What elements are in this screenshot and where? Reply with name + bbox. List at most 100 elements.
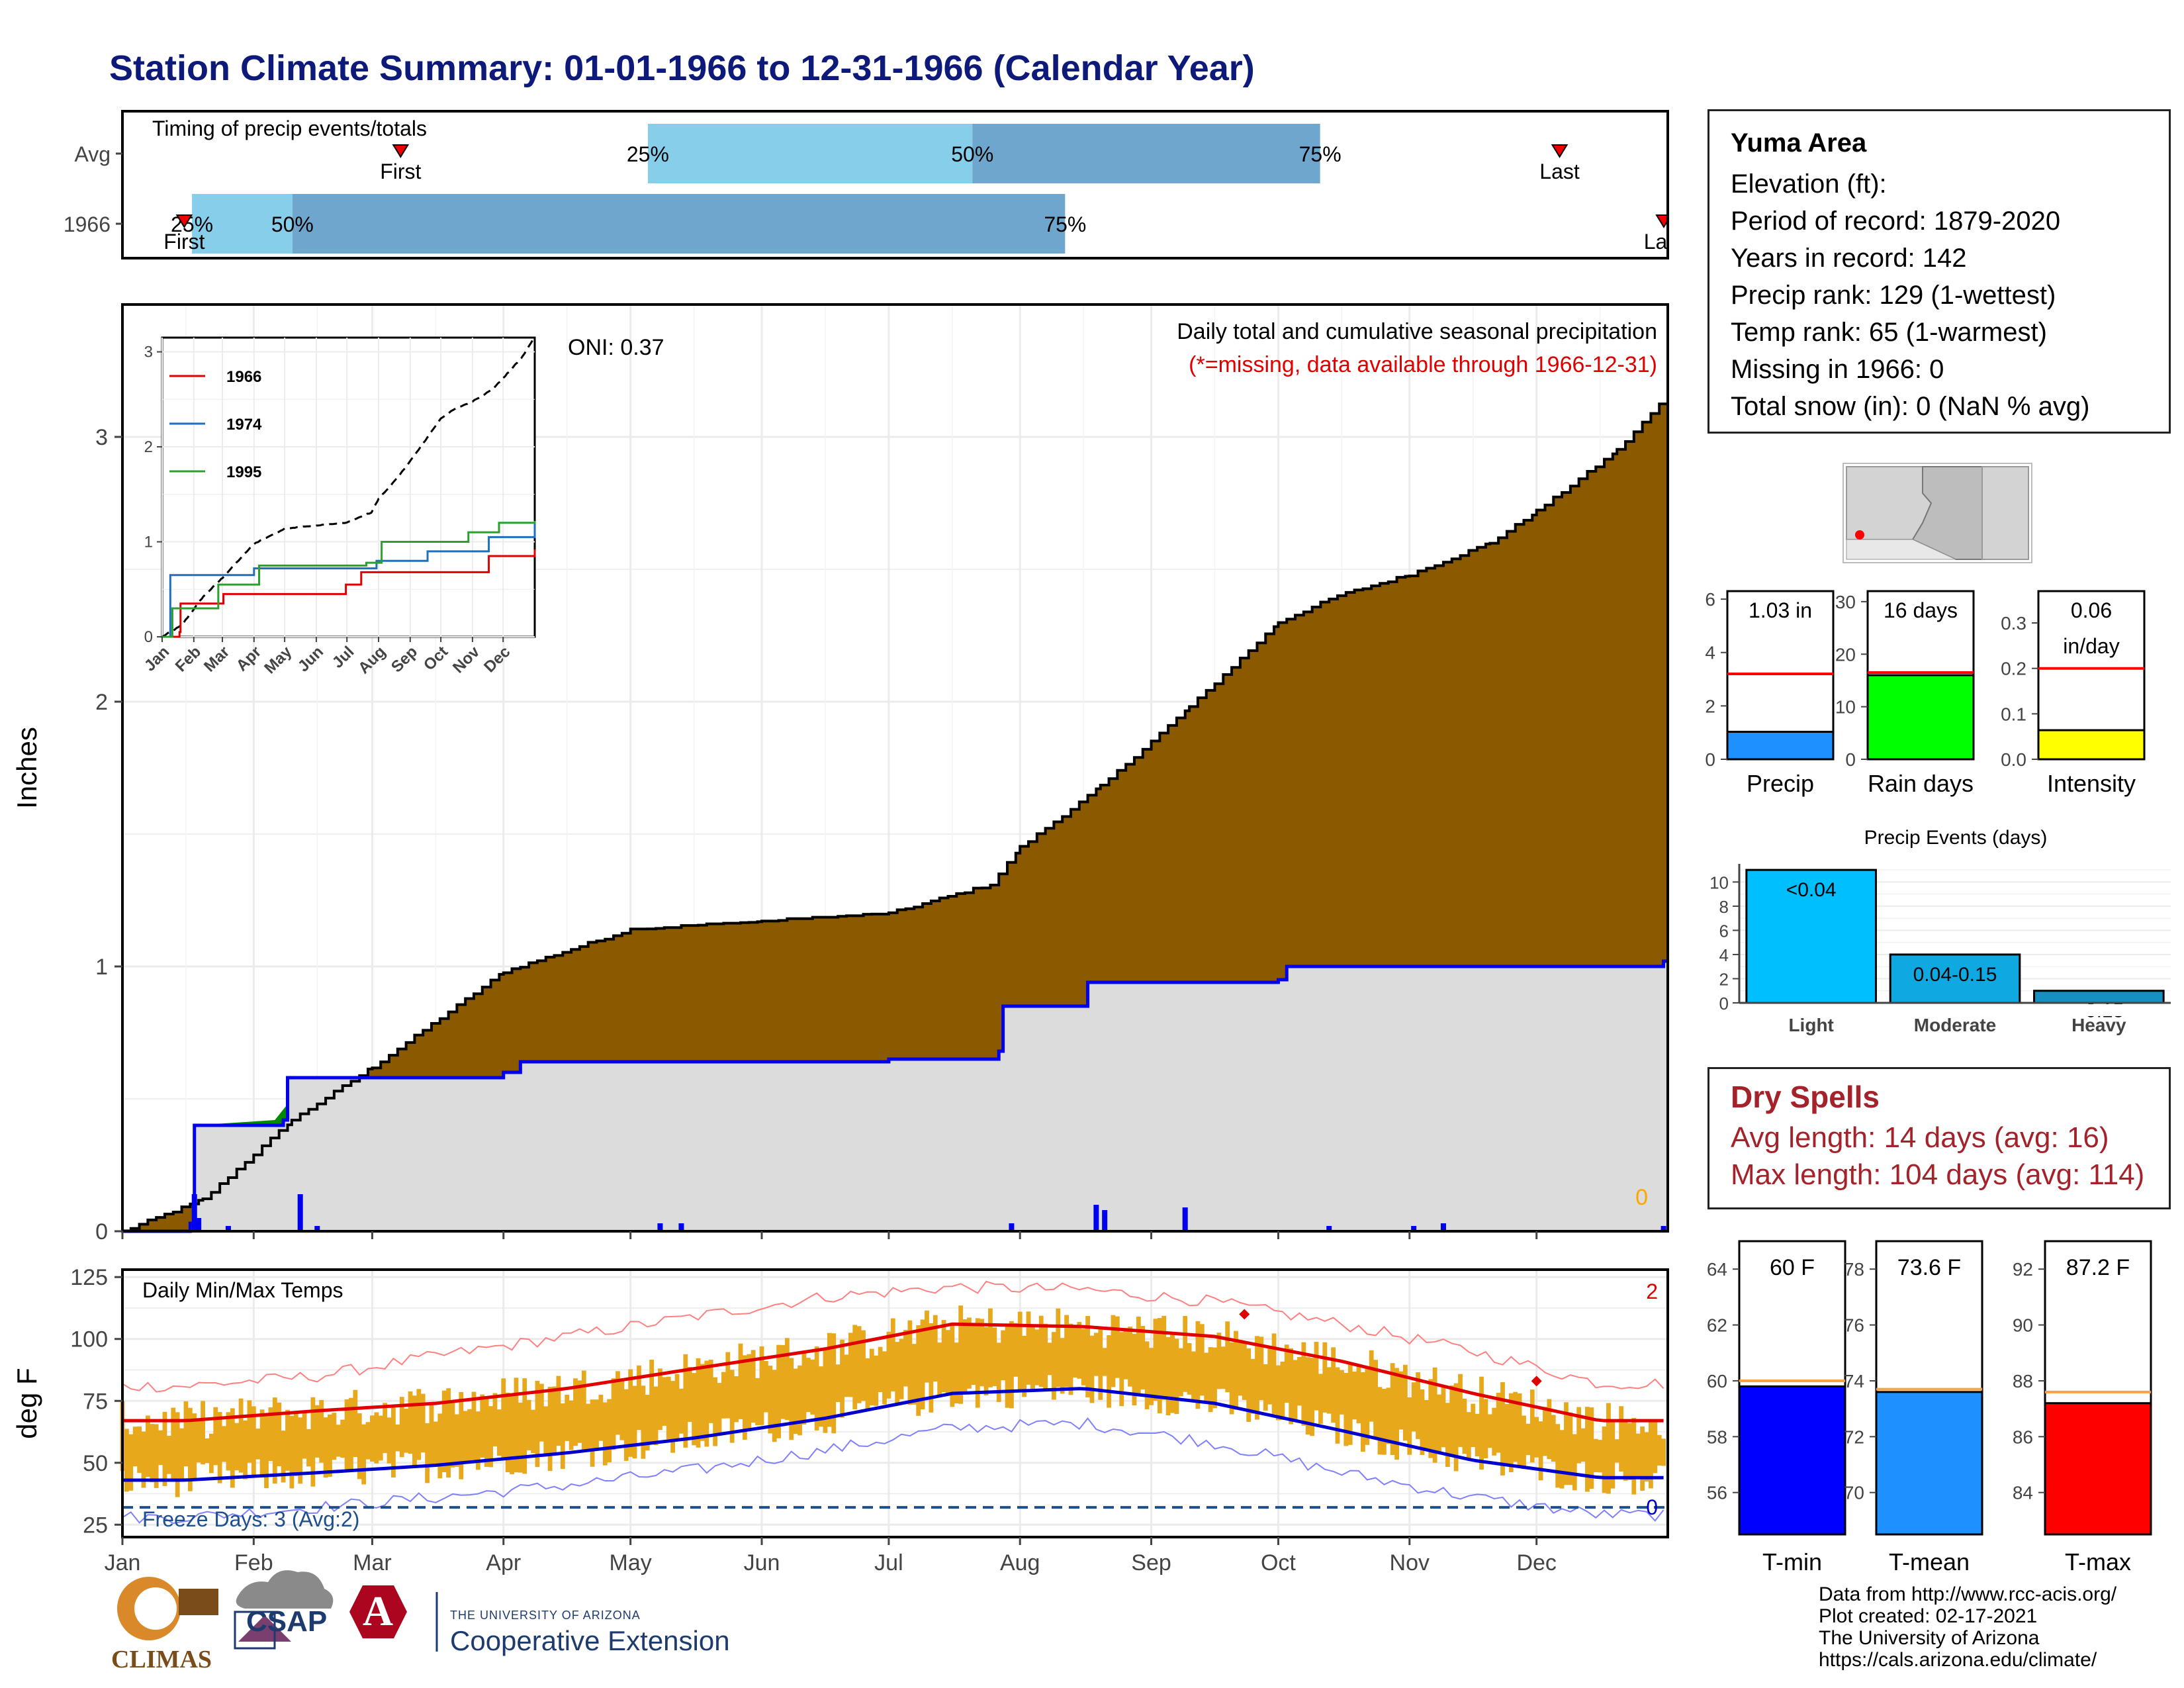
daily-temp-bar bbox=[150, 1424, 155, 1483]
daily-temp-bar bbox=[1289, 1348, 1294, 1425]
timing-q50-label: 50% bbox=[951, 142, 993, 166]
temp-bar-label: T-min bbox=[1762, 1548, 1822, 1575]
daily-temp-bar bbox=[602, 1402, 608, 1466]
temp-ytick-label: 25 bbox=[83, 1513, 108, 1538]
daily-temp-bar bbox=[717, 1383, 722, 1436]
daily-temp-bar bbox=[547, 1386, 553, 1472]
temp-bar-tick-label: 62 bbox=[1707, 1315, 1727, 1336]
daily-temp-bar bbox=[1174, 1338, 1179, 1415]
timing-label: Timing of precip events/totals bbox=[152, 117, 427, 140]
mini-bar-intensity bbox=[2037, 729, 2146, 761]
daily-temp-bar bbox=[1453, 1383, 1459, 1472]
daily-temp-bar bbox=[1475, 1413, 1480, 1457]
daily-temp-bar bbox=[383, 1403, 388, 1454]
month-label: Jun bbox=[744, 1550, 780, 1575]
daily-temp-bar bbox=[679, 1388, 684, 1434]
daily-temp-bar bbox=[1373, 1360, 1378, 1437]
daily-temp-bar bbox=[852, 1325, 858, 1409]
daily-temp-bar bbox=[1009, 1321, 1014, 1409]
daily-temp-bar bbox=[505, 1392, 510, 1473]
daily-temp-bar bbox=[1238, 1340, 1243, 1396]
daily-temp-bar bbox=[1204, 1352, 1209, 1403]
daily-temp-bar bbox=[1483, 1399, 1488, 1458]
daily-temp-bar bbox=[281, 1430, 286, 1483]
temp-ytick-label: 50 bbox=[83, 1451, 108, 1476]
daily-temp-bar bbox=[1449, 1385, 1455, 1455]
daily-temp-bar bbox=[259, 1409, 265, 1477]
daily-temp-bar bbox=[251, 1406, 256, 1476]
daily-temp-bar bbox=[1331, 1347, 1336, 1423]
daily-temp-bar bbox=[819, 1366, 823, 1427]
daily-temp-bar bbox=[1369, 1350, 1374, 1422]
daily-temp-bar bbox=[395, 1424, 400, 1452]
daily-temp-bar bbox=[725, 1352, 731, 1419]
temp-bar-tick-label: 84 bbox=[2013, 1483, 2033, 1503]
inset-ytick-label: 2 bbox=[144, 438, 153, 456]
ua-logo-letter: A bbox=[363, 1587, 393, 1634]
record-temp-marker bbox=[1531, 1376, 1542, 1387]
daily-temp-bar bbox=[937, 1342, 942, 1395]
daily-precip-bar bbox=[314, 1226, 320, 1231]
temp-bar-tick-label: 64 bbox=[1707, 1259, 1727, 1280]
daily-temp-bar bbox=[1305, 1357, 1310, 1435]
daily-temp-bar bbox=[1284, 1344, 1289, 1403]
daily-temp-bar bbox=[1034, 1329, 1040, 1385]
daily-temp-bar bbox=[1322, 1342, 1328, 1413]
temp-bar-tick-label: 76 bbox=[1844, 1315, 1864, 1336]
month-label: Jan bbox=[105, 1550, 141, 1575]
daily-temp-bar bbox=[247, 1400, 252, 1463]
daily-temp-bar bbox=[1093, 1333, 1099, 1376]
daily-temp-bar bbox=[1149, 1348, 1154, 1405]
daily-temp-bar bbox=[1026, 1311, 1031, 1385]
daily-temp-bar bbox=[518, 1402, 523, 1473]
daily-temp-bar bbox=[1208, 1347, 1213, 1413]
temp-bar-value: 60 F bbox=[1770, 1255, 1815, 1280]
daily-temp-bar bbox=[416, 1389, 422, 1460]
month-label: Oct bbox=[1261, 1550, 1296, 1575]
daily-temp-bar bbox=[607, 1399, 612, 1463]
daily-temp-bar bbox=[425, 1423, 430, 1483]
precip-ylabel: Inches bbox=[11, 727, 42, 809]
daily-temp-bar bbox=[522, 1378, 527, 1474]
daily-temp-bar bbox=[1402, 1364, 1408, 1441]
daily-precip-bar bbox=[1326, 1226, 1332, 1231]
daily-temp-bar bbox=[1271, 1333, 1277, 1415]
daily-temp-bar bbox=[1504, 1403, 1510, 1465]
mini-bar-tick-label: 2 bbox=[1705, 696, 1715, 716]
daily-temp-bar bbox=[793, 1368, 798, 1434]
daily-temp-bar bbox=[1276, 1365, 1281, 1421]
daily-temp-bar bbox=[1068, 1323, 1073, 1395]
temp-bar-tick-label: 58 bbox=[1707, 1427, 1727, 1447]
daily-temp-bar bbox=[565, 1394, 570, 1441]
daily-temp-bar bbox=[277, 1402, 282, 1466]
daily-temp-bar bbox=[230, 1408, 235, 1488]
events-bar-light bbox=[1745, 868, 1877, 1004]
daily-temp-bar bbox=[1132, 1333, 1137, 1405]
daily-temp-bar bbox=[1318, 1374, 1323, 1425]
daily-temp-bar bbox=[433, 1421, 438, 1464]
events-bar-label: <0.04 bbox=[1786, 879, 1837, 901]
daily-temp-bar bbox=[569, 1400, 574, 1450]
daily-temp-bar bbox=[983, 1327, 989, 1395]
daily-temp-bar bbox=[459, 1391, 464, 1479]
daily-temp-bar bbox=[581, 1370, 586, 1450]
daily-precip-bar bbox=[191, 1194, 197, 1231]
daily-temp-bar bbox=[310, 1397, 316, 1487]
daily-temp-bar bbox=[132, 1427, 138, 1467]
daily-temp-bar bbox=[183, 1401, 189, 1467]
daily-temp-bar bbox=[488, 1406, 493, 1468]
daily-temp-bar bbox=[1585, 1407, 1590, 1492]
daily-temp-bar bbox=[446, 1388, 451, 1478]
daily-temp-bar bbox=[349, 1397, 353, 1470]
info-line: Total snow (in): 0 (NaN % avg) bbox=[1731, 392, 2090, 421]
daily-temp-bar bbox=[1246, 1348, 1251, 1423]
daily-temp-bar bbox=[340, 1419, 345, 1458]
daily-temp-bar bbox=[378, 1415, 383, 1461]
daily-temp-bar bbox=[298, 1417, 303, 1484]
daily-temp-bar bbox=[353, 1389, 358, 1458]
daily-temp-bar bbox=[1144, 1341, 1150, 1409]
daily-temp-bar bbox=[797, 1365, 802, 1436]
timing-marker bbox=[392, 144, 410, 158]
daily-temp-bar bbox=[1212, 1347, 1217, 1409]
daily-precip-bar bbox=[1440, 1223, 1446, 1231]
